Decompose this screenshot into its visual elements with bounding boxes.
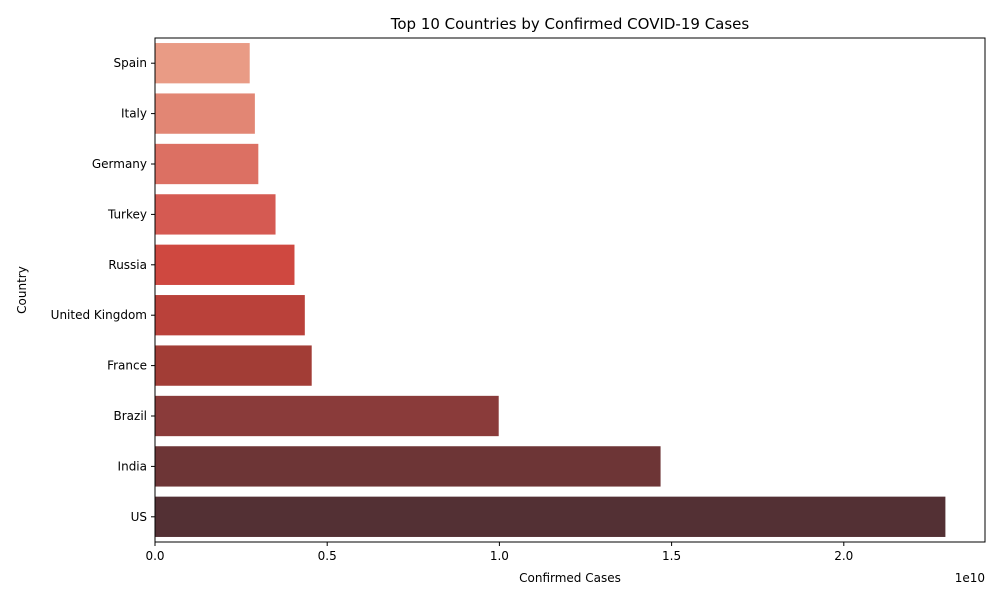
x-tick-label: 1.0: [490, 549, 509, 563]
bar-germany: [155, 143, 259, 185]
y-tick-label: US: [131, 510, 147, 524]
y-tick-label: Russia: [108, 258, 147, 272]
y-tick-label: United Kingdom: [51, 308, 147, 322]
y-tick-label: Germany: [92, 157, 147, 171]
plot-frame: [154, 37, 986, 543]
x-tick-label: 0.0: [145, 549, 164, 563]
bar-turkey: [155, 194, 276, 235]
bar-italy: [155, 93, 255, 134]
y-tick-label: Brazil: [114, 409, 148, 423]
y-tick-label: Italy: [121, 107, 147, 121]
x-tick-label: 2.0: [834, 549, 853, 563]
bar-us: [155, 496, 946, 537]
y-tick-label: India: [118, 459, 147, 473]
bar-france: [155, 345, 312, 386]
bar-brazil: [155, 395, 499, 437]
y-axis-label: Country: [15, 266, 29, 314]
bar-russia: [155, 244, 295, 285]
x-tick-label: 0.5: [318, 549, 337, 563]
x-tick-label: 1.5: [662, 549, 681, 563]
bar-india: [155, 446, 661, 487]
chart-title: Top 10 Countries by Confirmed COVID-19 C…: [390, 15, 750, 33]
y-tick-label: Turkey: [107, 207, 147, 221]
bar-spain: [155, 43, 250, 84]
y-tick-label: Spain: [113, 56, 147, 70]
x-axis-label: Confirmed Cases: [519, 571, 621, 585]
bar-united-kingdom: [155, 295, 305, 336]
y-tick-label: France: [107, 359, 147, 373]
x-axis-offset-label: 1e10: [955, 571, 985, 585]
